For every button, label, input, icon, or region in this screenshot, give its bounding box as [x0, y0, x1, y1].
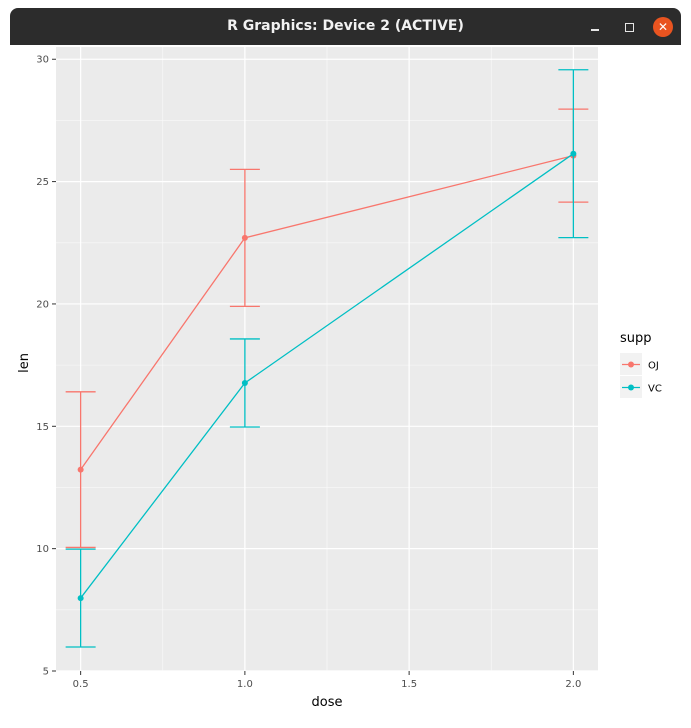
axes-layer: 0.5 1.0 1.5 2.0 5 10 15 20 25 30 — [36, 55, 581, 690]
minimize-icon — [591, 29, 599, 31]
y-tick-label: 30 — [36, 55, 49, 66]
y-tick-label: 25 — [36, 177, 49, 188]
line-chart: 0.5 1.0 1.5 2.0 5 10 15 20 25 30 dose len supp OJ… — [17, 47, 662, 710]
plot-canvas: 0.5 1.0 1.5 2.0 5 10 15 20 25 30 dose len supp OJ… — [10, 45, 681, 718]
legend-keys: OJ VC — [620, 353, 662, 398]
maximize-button[interactable] — [619, 17, 639, 37]
data-point — [77, 595, 84, 602]
legend: supp OJ VC — [620, 331, 662, 398]
close-button[interactable]: ✕ — [653, 17, 673, 37]
x-axis-title: dose — [312, 695, 343, 710]
data-point — [77, 466, 84, 473]
data-point — [241, 379, 248, 386]
y-tick-label: 10 — [36, 544, 49, 555]
data-point — [570, 150, 577, 157]
series-vc — [65, 69, 589, 648]
close-icon: ✕ — [657, 20, 669, 34]
x-tick-label: 1.5 — [401, 679, 417, 690]
x-tick-label: 2.0 — [565, 679, 581, 690]
maximize-icon — [624, 22, 634, 32]
x-tick-label: 1.0 — [237, 679, 253, 690]
y-tick-label: 15 — [36, 422, 49, 433]
series-layer — [65, 69, 589, 648]
minor-gridlines — [56, 47, 598, 671]
legend-title: supp — [620, 331, 652, 346]
data-point — [241, 234, 248, 241]
legend-key-point — [628, 384, 634, 391]
y-tick-label: 5 — [43, 667, 49, 678]
window-title: R Graphics: Device 2 (ACTIVE) — [227, 18, 464, 34]
minimize-button[interactable] — [585, 17, 605, 37]
legend-label: OJ — [648, 361, 659, 372]
title-bar[interactable]: R Graphics: Device 2 (ACTIVE) ✕ — [10, 8, 681, 45]
y-axis-title: len — [17, 353, 32, 373]
x-tick-label: 0.5 — [73, 679, 89, 690]
series-oj — [65, 108, 589, 549]
y-tick-label: 20 — [36, 299, 49, 310]
legend-label: VC — [648, 384, 662, 395]
legend-key-point — [628, 361, 634, 368]
